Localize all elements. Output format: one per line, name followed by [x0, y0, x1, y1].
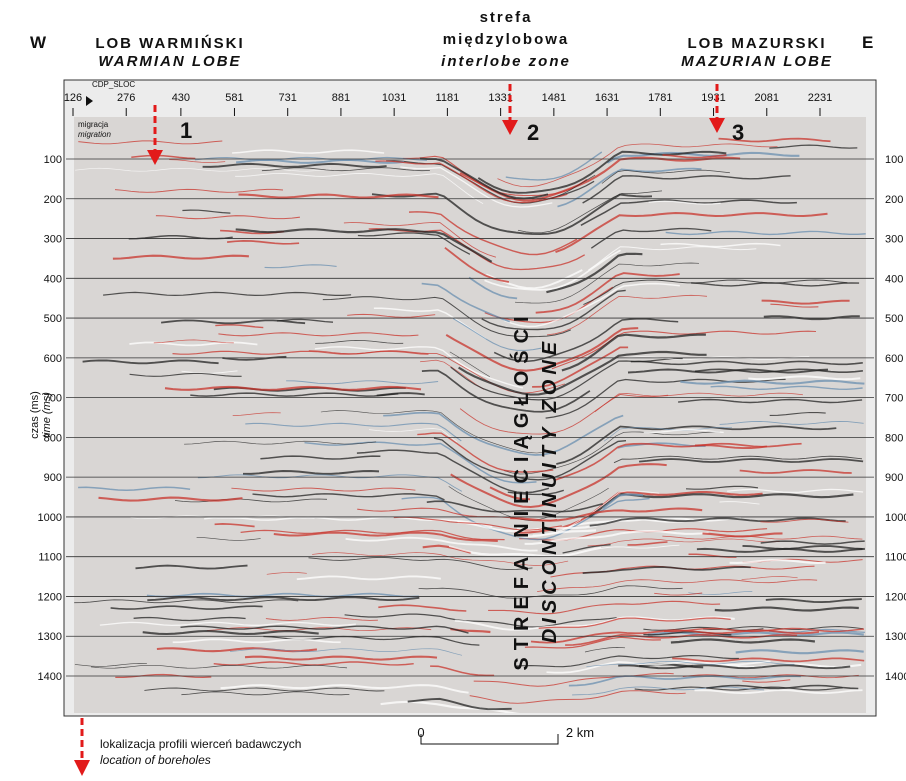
x-tick-label: 1181: [436, 92, 460, 104]
x-tick-label: 731: [279, 92, 297, 104]
process-label: migracja: [78, 120, 109, 129]
y-tick-label: 400: [44, 273, 62, 285]
y-tick-label: 1000: [38, 512, 62, 524]
y-tick-label: 1400: [885, 671, 906, 683]
x-tick-label: 1031: [382, 92, 406, 104]
y-tick-label: 600: [44, 353, 62, 365]
y-tick-label: 500: [885, 313, 903, 325]
y-tick-label: 300: [885, 234, 903, 246]
legend-text-en: location of boreholes: [100, 753, 211, 767]
y-tick-label: 800: [885, 432, 903, 444]
scale-start: 0: [417, 725, 424, 740]
x-tick-label: 1631: [595, 92, 619, 104]
scale-bar: [421, 734, 558, 744]
y-tick-label: 200: [885, 194, 903, 206]
zone-title: LOB MAZURSKI: [688, 35, 827, 52]
x-tick-label: 1481: [542, 92, 566, 104]
y-tick-label: 1300: [885, 631, 906, 643]
zone-title: LOB WARMIŃSKI: [95, 35, 244, 52]
zone-subtitle: interlobe zone: [441, 53, 571, 70]
y-tick-label: 900: [44, 472, 62, 484]
y-tick-label: 900: [885, 472, 903, 484]
zone-label-en: DISCONTINUITY ZONE: [539, 337, 561, 643]
x-tick-label: 1781: [648, 92, 672, 104]
x-tick-label: 2081: [755, 92, 779, 104]
y-tick-label: 100: [44, 154, 62, 166]
zone-subtitle: MAZURIAN LOBE: [681, 53, 833, 70]
borehole-number: 1: [180, 118, 192, 143]
legend-text: lokalizacja profili wierceń badawczych: [100, 737, 301, 751]
zone-label: STREFA NIECIĄGŁOŚCI: [509, 309, 533, 670]
x-tick-label: 1931: [701, 92, 725, 104]
y-tick-label: 1100: [38, 552, 62, 564]
borehole-number: 2: [527, 120, 539, 145]
scale-end: 2 km: [566, 725, 594, 740]
y-axis-label: czas (ms): [29, 391, 41, 439]
x-tick-label: 881: [332, 92, 350, 104]
y-tick-label: 300: [44, 234, 62, 246]
y-tick-label: 100: [885, 154, 903, 166]
arrow-head: [74, 760, 90, 776]
zone-title: strefa: [480, 9, 533, 26]
x-axis-label: CDP_SLOC: [92, 80, 135, 89]
x-tick-label: 430: [172, 92, 190, 104]
y-tick-label: 1300: [38, 631, 62, 643]
west-label: W: [30, 33, 48, 52]
x-tick-label: 126: [64, 92, 82, 104]
y-tick-label: 600: [885, 353, 903, 365]
y-tick-label: 1400: [38, 671, 62, 683]
x-tick-label: 2231: [808, 92, 832, 104]
borehole-number: 3: [732, 120, 744, 145]
y-axis-label-en: time (ms): [41, 392, 53, 438]
y-tick-label: 1000: [885, 512, 906, 524]
x-tick-label: 581: [225, 92, 243, 104]
zone-title: międzylobowa: [443, 31, 570, 48]
y-tick-label: 1200: [38, 591, 62, 603]
y-tick-label: 1200: [885, 591, 906, 603]
y-tick-label: 1100: [885, 552, 906, 564]
east-label: E: [862, 33, 875, 52]
seismic-figure: 1262764305817318811031118113311481163117…: [0, 0, 906, 781]
y-tick-label: 400: [885, 273, 903, 285]
zone-subtitle: WARMIAN LOBE: [98, 53, 241, 70]
y-tick-label: 200: [44, 194, 62, 206]
y-tick-label: 700: [885, 393, 903, 405]
x-tick-label: 276: [117, 92, 135, 104]
process-label-en: migration: [78, 130, 111, 139]
y-tick-label: 500: [44, 313, 62, 325]
